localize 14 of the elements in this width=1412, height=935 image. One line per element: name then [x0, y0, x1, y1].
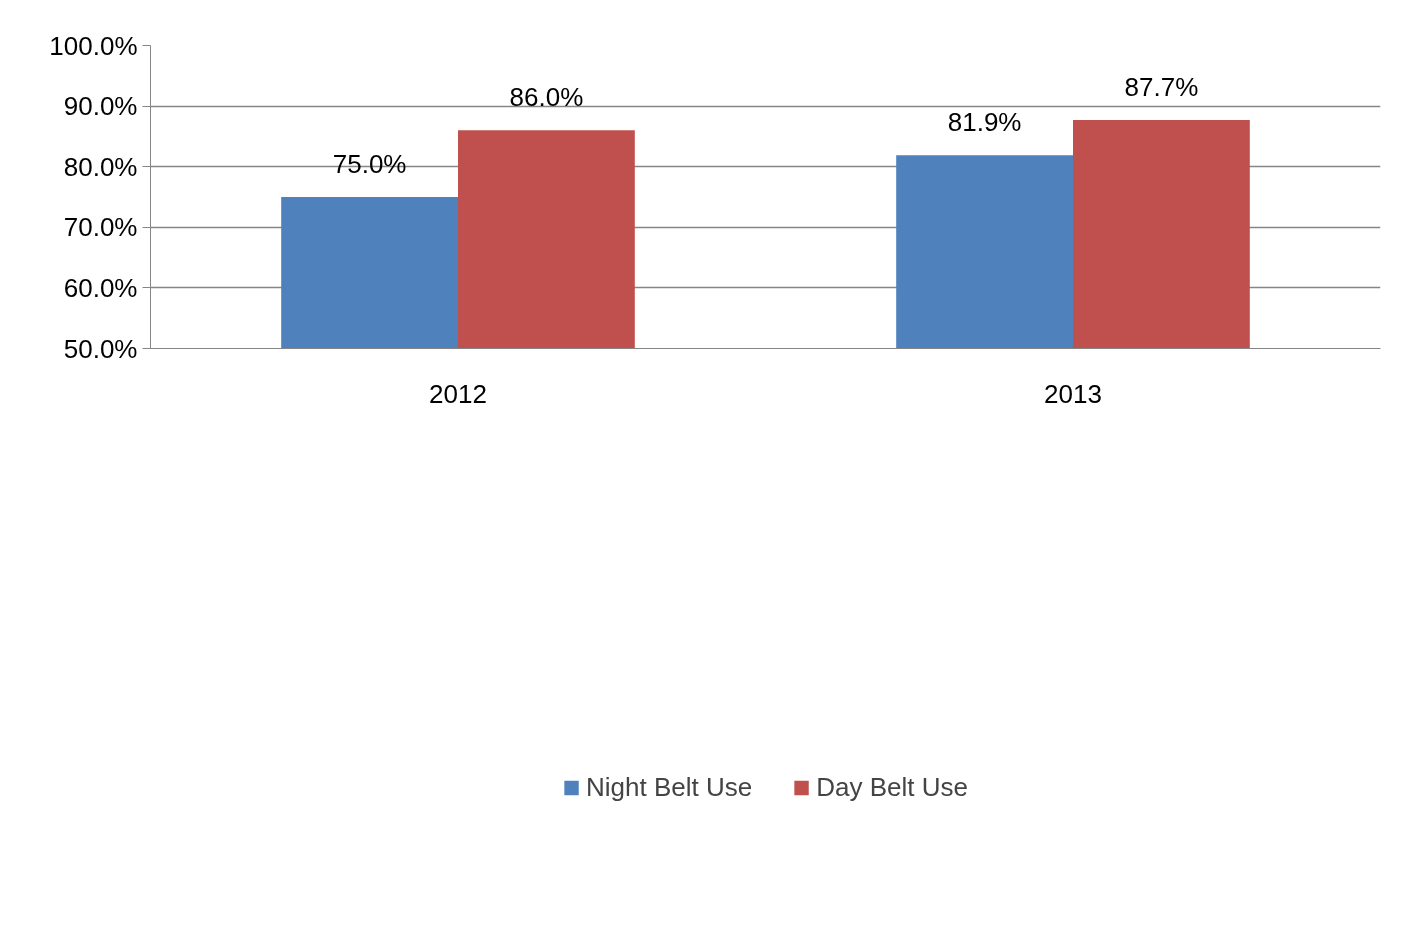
y-tick-label: 50.0%	[63, 333, 138, 364]
x-tick-label: 2012	[429, 378, 487, 409]
y-tick-label: 100.0%	[49, 30, 138, 61]
y-tick-label: 70.0%	[63, 212, 138, 243]
y-tick-label: 90.0%	[63, 91, 138, 122]
x-tick-label: 2013	[1044, 378, 1102, 409]
y-tick-label: 60.0%	[63, 272, 138, 303]
data-label: 87.7%	[1124, 72, 1199, 103]
y-tick-label: 80.0%	[63, 151, 138, 182]
legend-label: Night Belt Use	[586, 771, 753, 803]
data-label: 75.0%	[332, 149, 407, 179]
data-label: 86.0%	[509, 82, 584, 113]
legend-label: Day Belt Use	[816, 771, 968, 803]
data-label: 81.9%	[947, 107, 1022, 138]
